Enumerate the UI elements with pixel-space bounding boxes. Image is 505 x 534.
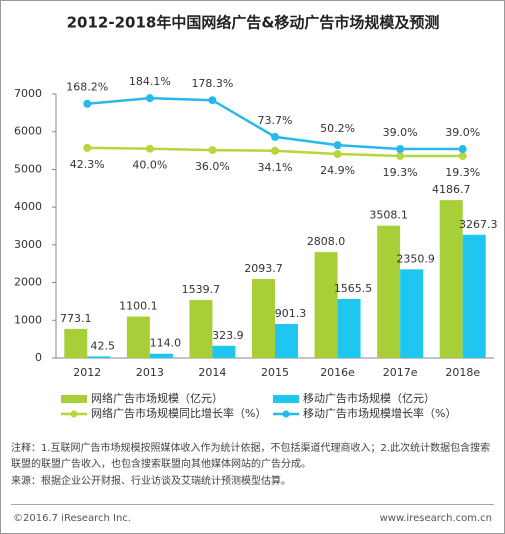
value-label: 323.9: [212, 329, 244, 342]
value-label: 1565.5: [334, 282, 373, 295]
y-tick-label: 2000: [14, 276, 42, 289]
bar: [126, 316, 150, 358]
line-marker: [145, 144, 154, 153]
line-marker: [396, 151, 405, 160]
value-label: 2808.0: [307, 235, 346, 248]
value-label: 901.3: [275, 307, 307, 320]
x-tick-label: 2017e: [383, 366, 418, 379]
value-label: 50.2%: [320, 122, 355, 135]
value-label: 3508.1: [369, 209, 408, 222]
value-label: 73.7%: [258, 114, 293, 127]
legend-swatch: [70, 410, 78, 418]
x-tick-label: 2013: [136, 366, 164, 379]
bar: [64, 328, 88, 358]
line-marker: [83, 99, 92, 108]
line-marker: [396, 145, 405, 154]
bar: [439, 200, 463, 358]
line-marker: [271, 146, 279, 155]
value-label: 773.1: [60, 312, 92, 325]
value-label: 42.3%: [70, 158, 105, 171]
line-marker: [83, 143, 92, 152]
line-marker: [458, 151, 467, 160]
legend-label: 网络广告市场规模（亿元）: [91, 391, 223, 405]
y-tick-label: 7000: [14, 87, 42, 100]
value-label: 168.2%: [66, 81, 108, 94]
x-tick-label: 2015: [261, 366, 289, 379]
note: 注释：1.互联网广告市场规模按照媒体收入作为统计依据，不包括渠道代理商收入；2.…: [11, 443, 491, 470]
legend-swatch: [61, 395, 87, 403]
y-tick-label: 0: [35, 351, 42, 364]
line-marker: [271, 132, 279, 141]
bar: [337, 298, 361, 358]
value-label: 36.0%: [195, 160, 230, 173]
line-marker: [458, 145, 467, 154]
bar: [314, 252, 338, 358]
value-label: 1539.7: [182, 283, 221, 296]
website: www.iresearch.com.cn: [379, 513, 492, 524]
bar: [275, 324, 298, 358]
x-tick-label: 2014: [198, 366, 226, 379]
value-label: 19.3%: [445, 166, 480, 179]
source: 来源：根据企业公开财报、行业访谈及艾瑞统计预测模型估算。: [11, 476, 291, 487]
legend-label: 网络广告市场规模同比增长率（%）: [91, 406, 266, 420]
value-label: 2093.7: [244, 262, 283, 275]
line-marker: [145, 94, 154, 103]
bar: [400, 269, 424, 358]
value-label: 24.9%: [320, 164, 355, 177]
bar: [462, 234, 486, 358]
y-tick-label: 3000: [14, 238, 42, 251]
chart: 2012-2018年中国网络广告&移动广告市场规模及预测 0 1000 2000 30…: [14, 14, 498, 421]
legend-label: 移动广告市场规模增长率（%）: [303, 406, 456, 420]
value-label: 114.0: [150, 337, 182, 350]
value-label: 34.1%: [258, 161, 293, 174]
value-label: 39.0%: [383, 126, 418, 139]
value-label: 40.0%: [132, 159, 167, 172]
y-tick-label: 5000: [14, 162, 42, 175]
value-label: 3267.3: [459, 218, 498, 231]
value-label: 1100.1: [119, 300, 158, 313]
value-label: 2350.9: [396, 252, 435, 265]
line-marker: [333, 149, 342, 158]
x-tick-label: 2016e: [320, 366, 355, 379]
value-label: 184.1%: [129, 75, 171, 88]
chart-title: 2012-2018年中国网络广告&移动广告市场规模及预测: [67, 14, 440, 32]
legend-label: 移动广告市场规模（亿元）: [303, 391, 435, 405]
bar: [377, 225, 401, 358]
line-marker: [333, 141, 342, 150]
bar: [87, 356, 111, 358]
y-tick-label: 1000: [14, 313, 42, 326]
x-tick-label: 2012: [73, 366, 101, 379]
value-label: 19.3%: [383, 166, 418, 179]
value-label: 4186.7: [432, 183, 471, 196]
copyright: ©2016.7 iResearch Inc.: [13, 513, 131, 524]
y-tick-label: 4000: [14, 200, 42, 213]
x-tick-label: 2018e: [445, 366, 480, 379]
legend-swatch: [282, 410, 290, 418]
value-label: 178.3%: [191, 77, 233, 90]
y-tick-label: 6000: [14, 125, 42, 138]
value-label: 42.5: [91, 339, 116, 352]
value-label: 39.0%: [445, 126, 480, 139]
bar: [189, 299, 213, 358]
line-marker: [208, 96, 217, 105]
bar: [212, 345, 236, 358]
divider: [11, 504, 494, 505]
bar: [252, 279, 275, 358]
line-marker: [208, 146, 217, 155]
bar: [149, 353, 173, 358]
legend-swatch: [273, 395, 299, 403]
